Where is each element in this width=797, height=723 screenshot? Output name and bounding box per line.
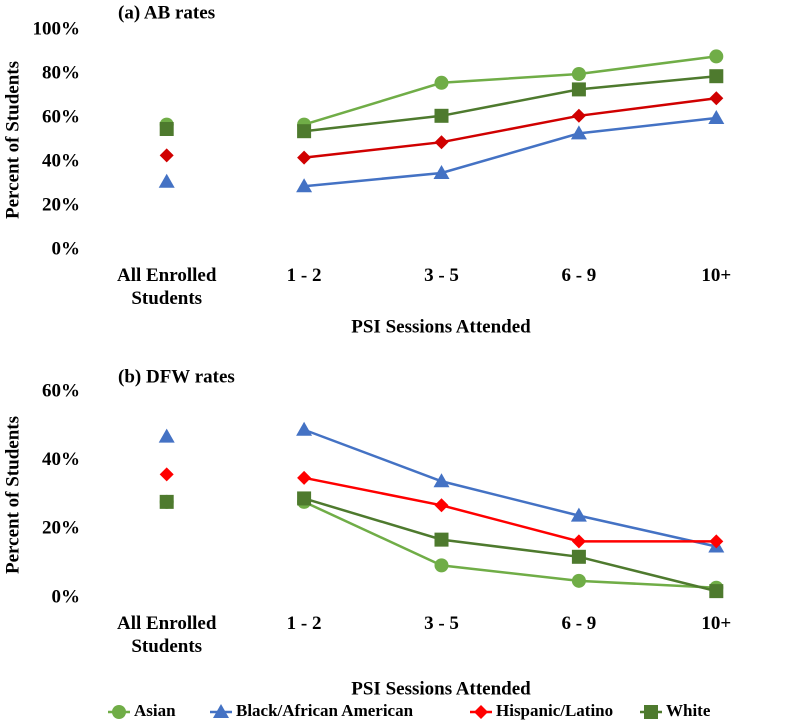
y-tick-label: 40% <box>42 449 80 470</box>
marker <box>570 125 587 140</box>
marker <box>570 507 587 522</box>
series-line <box>303 96 717 159</box>
series-line <box>303 428 717 548</box>
marker <box>297 470 312 485</box>
x-tick-label-box: 10+ <box>701 613 732 634</box>
marker <box>571 108 586 123</box>
x-tick-label-box: 6 - 9 <box>561 613 597 634</box>
marker <box>644 705 658 719</box>
marker <box>474 705 488 719</box>
chart-title: (b) DFW rates <box>118 366 235 387</box>
marker <box>709 534 724 549</box>
marker <box>112 705 126 719</box>
x-tick-label: 6 - 9 <box>561 265 597 286</box>
y-tick-label: 60% <box>42 106 80 127</box>
chart-title: (a) AB rates <box>118 2 215 23</box>
x-tick-label-box: 1 - 2 <box>286 265 322 286</box>
x-axis-label: PSI Sessions Attended <box>351 678 531 699</box>
marker <box>296 421 313 436</box>
marker <box>433 473 450 488</box>
series-line <box>303 497 717 593</box>
marker <box>296 178 313 193</box>
marker <box>434 108 449 123</box>
legend-label: Hispanic/Latino <box>496 701 613 720</box>
y-axis-label: Percent of Students <box>2 61 23 219</box>
x-tick-label: 10+ <box>701 613 732 634</box>
marker <box>571 573 586 588</box>
marker <box>158 173 175 188</box>
marker <box>297 124 312 139</box>
marker <box>434 532 449 547</box>
y-tick-label: 0% <box>52 586 81 607</box>
y-tick-label: 20% <box>42 194 80 215</box>
series-line <box>303 74 717 133</box>
marker <box>709 69 724 84</box>
legend-label: Black/African American <box>236 701 414 720</box>
marker <box>434 75 449 90</box>
x-tick-label: 10+ <box>701 265 732 286</box>
marker <box>571 549 586 564</box>
y-tick-label: 40% <box>42 150 80 171</box>
marker <box>571 82 586 97</box>
legend-label: Asian <box>134 701 176 720</box>
marker <box>158 428 175 443</box>
y-axis-label: Percent of Students <box>2 416 23 574</box>
x-tick-label: 6 - 9 <box>561 613 597 634</box>
x-tick-label: 3 - 5 <box>424 613 459 634</box>
legend-label: White <box>666 701 711 720</box>
marker <box>159 122 174 136</box>
y-tick-label: 0% <box>52 238 81 259</box>
x-tick-label-box: 6 - 9 <box>561 265 597 286</box>
x-tick-label-box: All Enrolled Students <box>116 613 217 657</box>
x-tick-label: 1 - 2 <box>286 265 322 286</box>
marker <box>159 467 174 482</box>
marker <box>571 534 586 549</box>
marker <box>434 498 449 513</box>
marker <box>708 110 725 124</box>
x-tick-label: All Enrolled Students <box>116 265 217 309</box>
marker <box>297 150 312 165</box>
y-tick-label: 20% <box>42 518 80 539</box>
series-line <box>303 116 717 188</box>
marker <box>159 148 174 163</box>
marker <box>434 135 449 150</box>
marker <box>709 91 724 106</box>
marker <box>571 67 586 81</box>
series-line <box>303 500 717 589</box>
x-tick-label: 1 - 2 <box>286 613 322 634</box>
marker <box>434 558 449 573</box>
x-tick-label-box: 1 - 2 <box>286 613 322 634</box>
y-tick-label: 80% <box>42 62 80 83</box>
y-tick-label: 60% <box>42 380 80 401</box>
marker <box>709 584 724 599</box>
x-tick-label-box: All Enrolled Students <box>116 265 217 309</box>
x-axis-label: PSI Sessions Attended <box>351 316 531 337</box>
x-tick-label-box: 3 - 5 <box>424 265 459 286</box>
marker <box>297 491 312 506</box>
x-tick-label: All Enrolled Students <box>116 613 217 657</box>
x-tick-label-box: 10+ <box>701 265 732 286</box>
marker <box>213 704 229 718</box>
y-tick-label: 100% <box>33 18 81 39</box>
x-tick-label: 3 - 5 <box>424 265 459 286</box>
marker <box>433 165 450 179</box>
x-tick-label-box: 3 - 5 <box>424 613 459 634</box>
series-line <box>303 55 717 126</box>
marker <box>159 494 174 509</box>
marker <box>709 49 724 64</box>
series-line <box>303 476 717 543</box>
